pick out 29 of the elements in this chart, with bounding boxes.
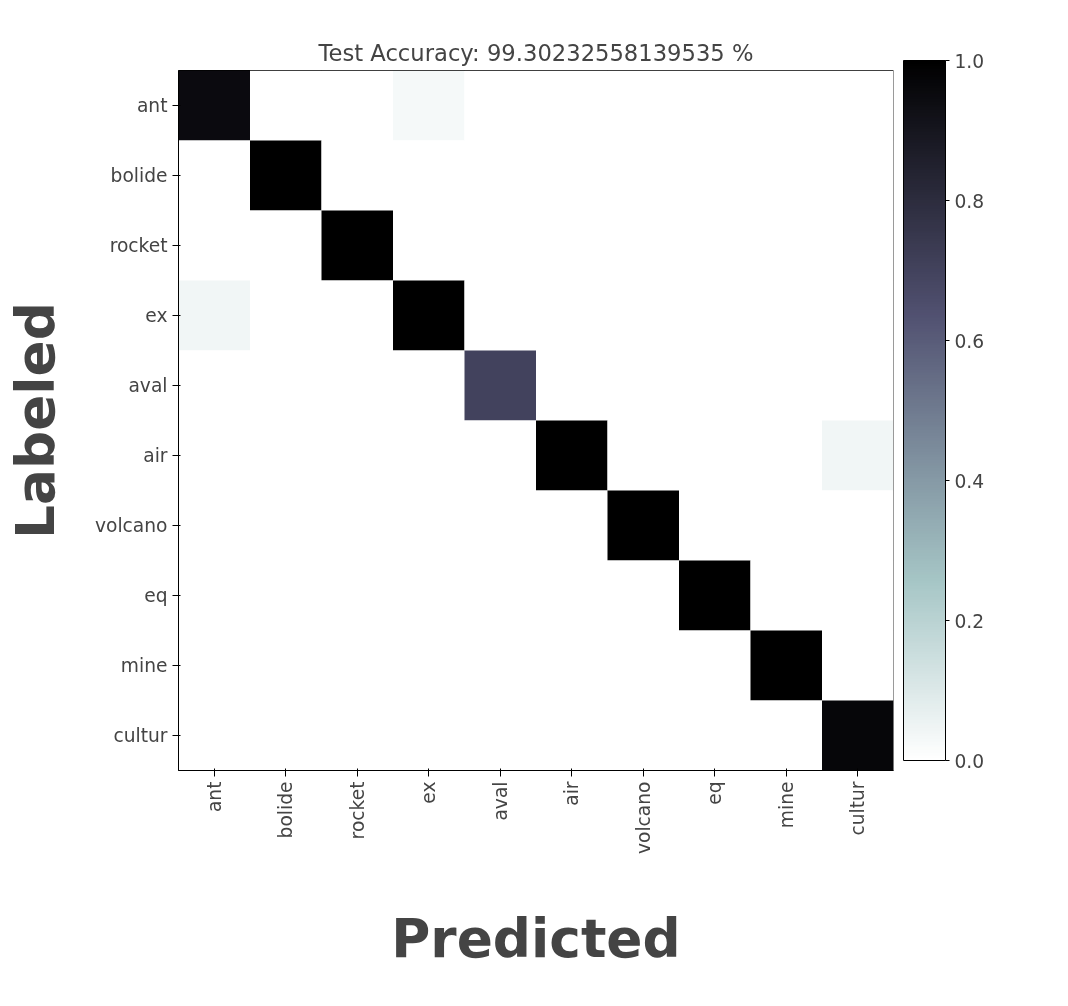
- x-tick-label: bolide: [275, 781, 297, 839]
- x-tick-label: mine: [775, 781, 797, 829]
- chart-title: Test Accuracy: 99.30232558139535 %: [317, 39, 754, 66]
- x-tick-label: ex: [418, 781, 440, 804]
- x-tick-label: cultur: [847, 781, 869, 836]
- color-bar-label: 0.2: [954, 610, 985, 632]
- y-tick-label: ant: [136, 95, 168, 116]
- y-tick-label: bolide: [110, 165, 168, 186]
- y-tick-label: eq: [144, 585, 168, 606]
- x-tick-label: aval: [489, 781, 511, 821]
- color-bar-label: 0.0: [954, 750, 985, 772]
- y-tick-label: air: [143, 445, 168, 466]
- color-bar-label: 0.6: [954, 330, 985, 352]
- color-bar-label: 1.0: [954, 50, 985, 72]
- y-tick-label: aval: [128, 375, 168, 396]
- y-tick-label: mine: [120, 655, 168, 676]
- x-tick-label: rocket: [346, 781, 368, 840]
- y-axis-title: Labeled: [3, 302, 67, 539]
- color-bar-label: 0.4: [954, 470, 985, 492]
- color-bar-label: 0.8: [954, 190, 985, 212]
- y-tick-label: rocket: [109, 235, 168, 256]
- y-tick-label: ex: [145, 305, 168, 326]
- x-tick-label: eq: [704, 781, 726, 805]
- y-tick-label: volcano: [94, 515, 168, 536]
- x-axis-title: Predicted: [391, 907, 681, 971]
- x-tick-label: air: [561, 781, 583, 806]
- x-tick-label: volcano: [632, 781, 654, 855]
- y-tick-label: cultur: [113, 725, 168, 746]
- x-tick-label: ant: [203, 781, 225, 813]
